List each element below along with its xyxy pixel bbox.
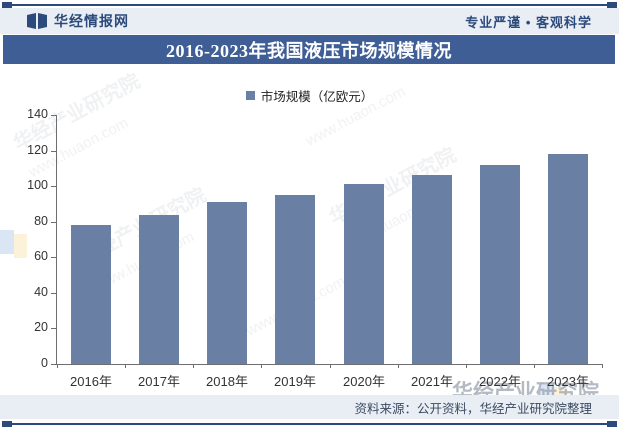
x-axis-tick [125,364,126,368]
y-axis-tick-label: 40 [34,285,48,299]
x-axis-tick-label: 2020年 [343,374,385,389]
bar-2018年 [207,202,247,364]
y-axis-tick-label: 80 [34,214,48,228]
y-axis-tick-label: 20 [34,320,48,334]
y-axis-tick-label: 100 [27,178,48,192]
brand-name: 华经情报网 [54,13,129,29]
bar-2016年 [71,225,111,364]
divider-end-cap [2,2,12,8]
x-axis-tick-label: 2023年 [547,374,589,389]
bottom-divider-line [2,421,617,427]
x-axis-tick [602,364,603,368]
y-axis-tick [51,115,56,116]
x-axis-tick-label: 2016年 [70,374,112,389]
divider-end-cap [607,421,617,427]
y-axis-tick-label: 120 [27,143,48,157]
top-divider-line [2,2,617,8]
bar-2021年 [412,175,452,364]
x-axis-tick [57,364,58,368]
footer-band: 资料来源：公开资料，华经产业研究院整理 [0,395,619,419]
header-slogan: 专业严谨 • 客观科学 [465,14,592,30]
brand: 华经情报网 [27,11,129,31]
x-axis-tick [534,364,535,368]
legend-label: 市场规模（亿欧元） [260,89,374,104]
bar-2020年 [344,184,384,364]
y-axis-tick [51,151,56,152]
x-axis-tick [193,364,194,368]
y-axis-tick [51,257,56,258]
x-axis-tick [398,364,399,368]
chart-title: 2016-2023年我国液压市场规模情况 [166,40,452,61]
x-axis-tick-label: 2021年 [411,374,453,389]
y-axis-tick-label: 60 [34,249,48,263]
y-axis-tick [51,222,56,223]
y-axis-line [56,115,57,364]
y-axis-tick [51,186,56,187]
x-axis-tick-label: 2018年 [206,374,248,389]
x-axis-tick [466,364,467,368]
chart-title-banner: 2016-2023年我国液压市场规模情况 [3,35,615,64]
bar-2017年 [139,215,179,364]
data-source-text: 资料来源：公开资料，华经产业研究院整理 [354,401,592,416]
x-axis-tick-label: 2019年 [274,374,316,389]
y-axis-tick-label: 140 [27,107,48,121]
bar-2019年 [275,195,315,364]
y-axis-tick-label: 0 [41,356,48,370]
divider-end-cap [2,421,12,427]
x-axis-line [56,364,602,365]
x-axis-tick [261,364,262,368]
y-axis-tick [51,364,56,365]
divider-end-cap [607,2,617,8]
y-axis-tick [51,293,56,294]
header-band: 华经情报网 专业严谨 • 客观科学 [0,8,619,34]
legend-marker-square [245,90,255,100]
bar-2022年 [480,165,520,364]
huajing-logo-icon [27,13,47,29]
bar-2023年 [548,154,588,364]
x-axis-tick-label: 2017年 [138,374,180,389]
x-axis-tick-label: 2022年 [479,374,521,389]
y-axis-tick [51,328,56,329]
legend: 市场规模（亿欧元） [0,86,619,104]
x-axis-tick [330,364,331,368]
